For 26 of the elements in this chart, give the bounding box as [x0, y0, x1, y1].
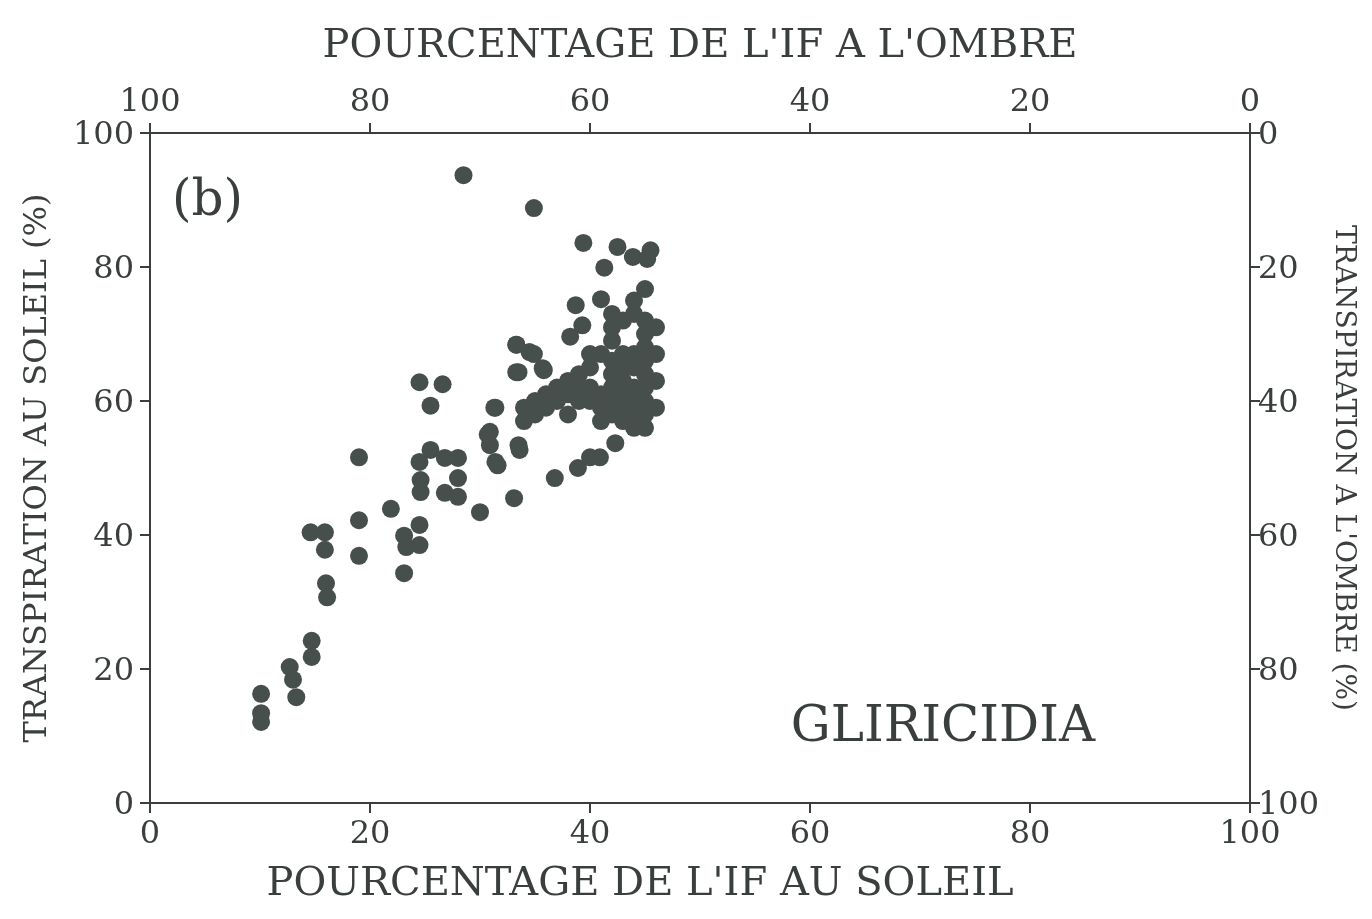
x2-tick-label: 80	[349, 81, 391, 119]
x-tick-label: 80	[1009, 813, 1051, 851]
y2-tick-label: 20	[1258, 248, 1299, 287]
x-tick-label: 40	[569, 813, 611, 851]
x2-tick-label: 20	[1009, 81, 1051, 119]
x-tick-label: 0	[139, 813, 161, 851]
x2-tick-label: 0	[1239, 81, 1261, 119]
x-axis-title: POURCENTAGE DE L'IF AU SOLEIL	[266, 858, 1014, 904]
y-tick-label: 40	[93, 516, 134, 555]
x2-tick-label: 40	[789, 81, 831, 119]
y2-tick-label: 40	[1258, 382, 1299, 421]
x2-tick-label: 60	[569, 81, 611, 119]
y2-axis-title: TRANSPIRATION A L'OMBRE (%)	[1329, 225, 1362, 711]
x2-axis-title: POURCENTAGE DE L'IF A L'OMBRE	[322, 20, 1078, 66]
y-tick-label: 0	[113, 784, 134, 823]
y-tick-label: 80	[93, 248, 134, 287]
y2-tick-label: 0	[1258, 114, 1279, 153]
annotation: GLIRICIDIA	[790, 695, 1096, 753]
y-tick-label: 60	[93, 382, 134, 421]
x-tick-label: 20	[349, 813, 391, 851]
y2-tick-label: 60	[1258, 516, 1299, 555]
y-tick-label: 20	[93, 650, 134, 689]
x-tick-label: 60	[789, 813, 831, 851]
y2-tick-label: 80	[1258, 650, 1299, 689]
y-axis-title: TRANSPIRATION AU SOLEIL (%)	[16, 193, 54, 743]
annotation: (b)	[172, 169, 244, 227]
